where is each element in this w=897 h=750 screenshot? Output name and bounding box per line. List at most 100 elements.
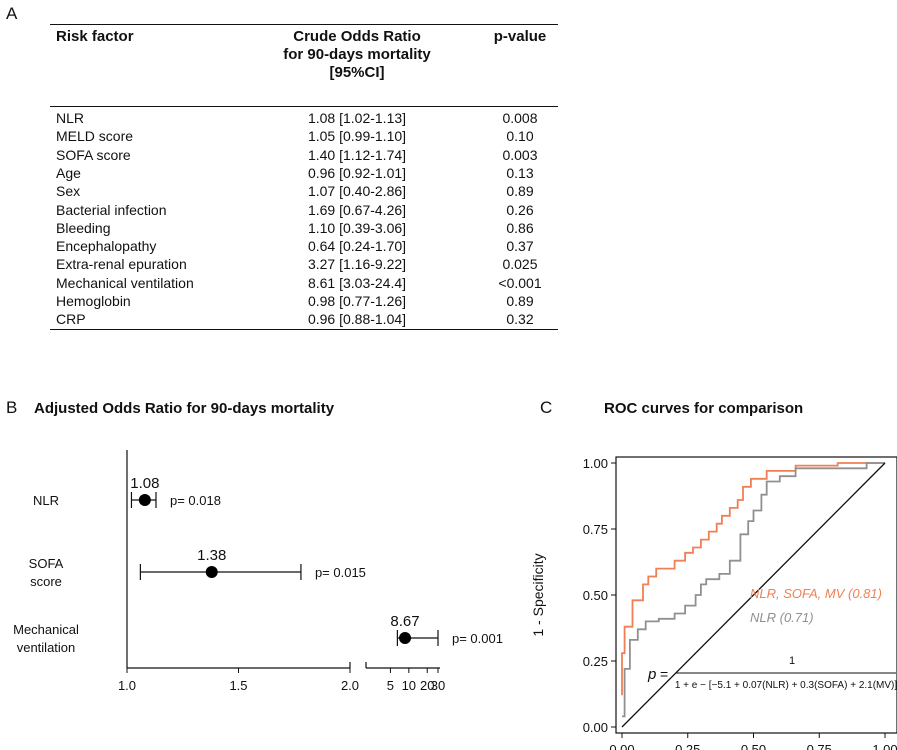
header-odds-line2: for 90-days mortality [283, 46, 431, 63]
roc-y-tick-label: 0.00 [583, 720, 608, 735]
p-value-cell: 0.37 [506, 238, 534, 255]
odds-ratio-cell: 1.10 [0.39-3.06] [307, 219, 407, 236]
risk-factor-cell: Sex [56, 183, 81, 200]
roc-plot: 0.000.00 0.25 0.25 0.50 0.50 0.75 0.75 1.00 1.00… [530, 456, 897, 750]
panel-a-letter: A [6, 4, 18, 23]
roc-x-tick-label: 1.00 [872, 742, 897, 750]
roc-x-tick-label: 0.75 [807, 742, 832, 750]
forest-x-tick-label: 1.5 [229, 678, 247, 693]
table-row: Extra-renal epuration 3.27 [1.16-9.22] 0.0… [50, 256, 558, 273]
p-value-cell: 0.13 [506, 164, 534, 181]
formula-denominator: 1 + e − [−5.1 + 0.07(NLR) + 0.3(SOFA) + … [675, 680, 897, 691]
p-value-cell: 0.32 [506, 311, 534, 328]
odds-ratio-cell: 1.07 [0.40-2.86] [307, 183, 407, 200]
header-odds-ratio: Crude Odds Ratio for 90-days mortality [… [250, 28, 464, 82]
odds-ratio-cell: 0.96 [0.88-1.04] [307, 311, 407, 328]
roc-y-tick-label: 0.75 [583, 522, 608, 537]
forest-row-label: Mechanical [13, 622, 79, 637]
table-row: SOFA score 1.40 [1.12-1.74] 0.003 [50, 147, 558, 164]
p-value-cell: 0.89 [506, 293, 534, 309]
header-risk-factor: Risk factor [56, 28, 134, 45]
risk-factor-cell: Bleeding [56, 219, 111, 236]
risk-factor-cell: Extra-renal epuration [56, 256, 187, 273]
roc-reference-line [621, 462, 886, 728]
table-row: NLR 1.08 [1.02-1.13] 0.008 [50, 110, 558, 127]
panel-b-title: Adjusted Odds Ratio for 90-days mortalit… [34, 400, 335, 417]
roc-x-tick-label: 0.25 [675, 742, 700, 750]
roc-curve [621, 462, 885, 696]
p-value-cell: 0.008 [502, 110, 538, 126]
p-value-cell: 0.26 [506, 201, 534, 218]
formula-p: p [647, 666, 656, 683]
table-row: Age 0.96 [0.92-1.01] 0.13 [50, 165, 558, 182]
p-value-cell: 0.003 [502, 146, 538, 163]
risk-factor-cell: Hemoglobin [56, 293, 131, 309]
risk-factor-cell: Encephalopathy [56, 238, 157, 255]
p-value-label: p= 0.001 [452, 631, 503, 646]
roc-y-tick-label: 0.25 [583, 654, 608, 669]
risk-factor-cell: Mechanical ventilation [56, 274, 194, 291]
odds-ratio-cell: 1.08 [1.02-1.13] [307, 110, 407, 126]
table-row: Sex 1.07 [0.40-2.86] 0.89 [50, 183, 558, 200]
forest-x-tick-label: 30 [431, 678, 445, 693]
odds-ratio-value-label: 1.38 [197, 547, 226, 564]
table-top-rule [50, 24, 558, 25]
table-bottom-rule [50, 329, 558, 330]
roc-y-tick-label: 0.50 [583, 588, 608, 603]
odds-ratio-cell: 3.27 [1.16-9.22] [307, 256, 407, 273]
forest-x-tick-label: 20 [420, 678, 434, 693]
roc-x-tick-label: 0.00 [609, 742, 634, 750]
table-row: CRP 0.96 [0.88-1.04] 0.32 [50, 311, 558, 328]
p-value-label: p= 0.015 [315, 565, 366, 580]
p-value-cell: 0.025 [502, 256, 538, 273]
roc-series-label: NLR (0.71) [750, 610, 814, 625]
p-value-cell: 0.89 [506, 183, 534, 200]
odds-ratio-cell: 0.96 [0.92-1.01] [307, 164, 407, 181]
forest-row-label: score [30, 574, 62, 589]
forest-row-label: NLR [33, 493, 59, 508]
panel-b-letter: B [6, 398, 18, 417]
forest-row-label: ventilation [17, 640, 76, 655]
odds-ratio-point [138, 494, 151, 506]
roc-y-axis-label: 1 - Specificity [530, 553, 546, 636]
forest-x-tick-label: 1.0 [118, 678, 136, 693]
panel-c-letter: C [540, 398, 553, 417]
table-row: Mechanical ventilation 8.61 [3.03-24.4] <0… [50, 275, 558, 292]
forest-x-tick-label: 5 [387, 678, 394, 693]
roc-series-label: NLR, SOFA, MV (0.81) [750, 586, 882, 601]
header-odds-line3: [95%CI] [329, 64, 385, 81]
table-row: Bleeding 1.10 [0.39-3.06] 0.86 [50, 220, 558, 237]
roc-x-tick-label: 0.50 [741, 742, 766, 750]
odds-ratio-cell: 8.61 [3.03-24.4] [307, 274, 407, 291]
odds-ratio-cell: 1.40 [1.12-1.74] [307, 146, 407, 163]
roc-y-tick-label: 1.00 [583, 456, 608, 471]
p-value-cell: 0.86 [506, 219, 534, 236]
risk-factor-cell: SOFA score [56, 146, 131, 163]
forest-x-tick-label: 10 [402, 678, 416, 693]
p-value-cell: 0.10 [506, 128, 534, 145]
risk-factor-cell: Age [56, 164, 81, 181]
odds-ratio-value-label: 1.08 [130, 475, 159, 492]
table-row: Bacterial infection 1.69 [0.67-4.26] 0.26 [50, 202, 558, 219]
header-odds-line1: Crude Odds Ratio [293, 28, 421, 45]
odds-ratio-cell: 1.69 [0.67-4.26] [307, 201, 407, 218]
forest-row-label: SOFA [29, 556, 64, 571]
forest-x-tick-label: 2.0 [341, 678, 359, 693]
formula-equals: = [660, 666, 668, 682]
p-value-cell: <0.001 [498, 274, 542, 291]
panel-c-title: ROC curves for comparison [604, 400, 804, 417]
risk-factor-cell: NLR [56, 110, 85, 126]
formula-numerator: 1 [789, 655, 795, 667]
odds-ratio-cell: 0.98 [0.77-1.26] [307, 293, 407, 309]
roc-curve [622, 462, 885, 718]
table-row: MELD score 1.05 [0.99-1.10] 0.10 [50, 128, 558, 145]
risk-factor-cell: MELD score [56, 128, 134, 145]
odds-ratio-point [399, 632, 412, 644]
table-header-rule [50, 106, 558, 107]
header-p-value: p-value [493, 28, 547, 45]
odds-ratio-point [205, 566, 218, 578]
odds-ratio-cell: 0.64 [0.24-1.70] [307, 238, 407, 255]
risk-factor-cell: Bacterial infection [56, 201, 167, 218]
table-row: Encephalopathy 0.64 [0.24-1.70] 0.37 [50, 238, 558, 255]
